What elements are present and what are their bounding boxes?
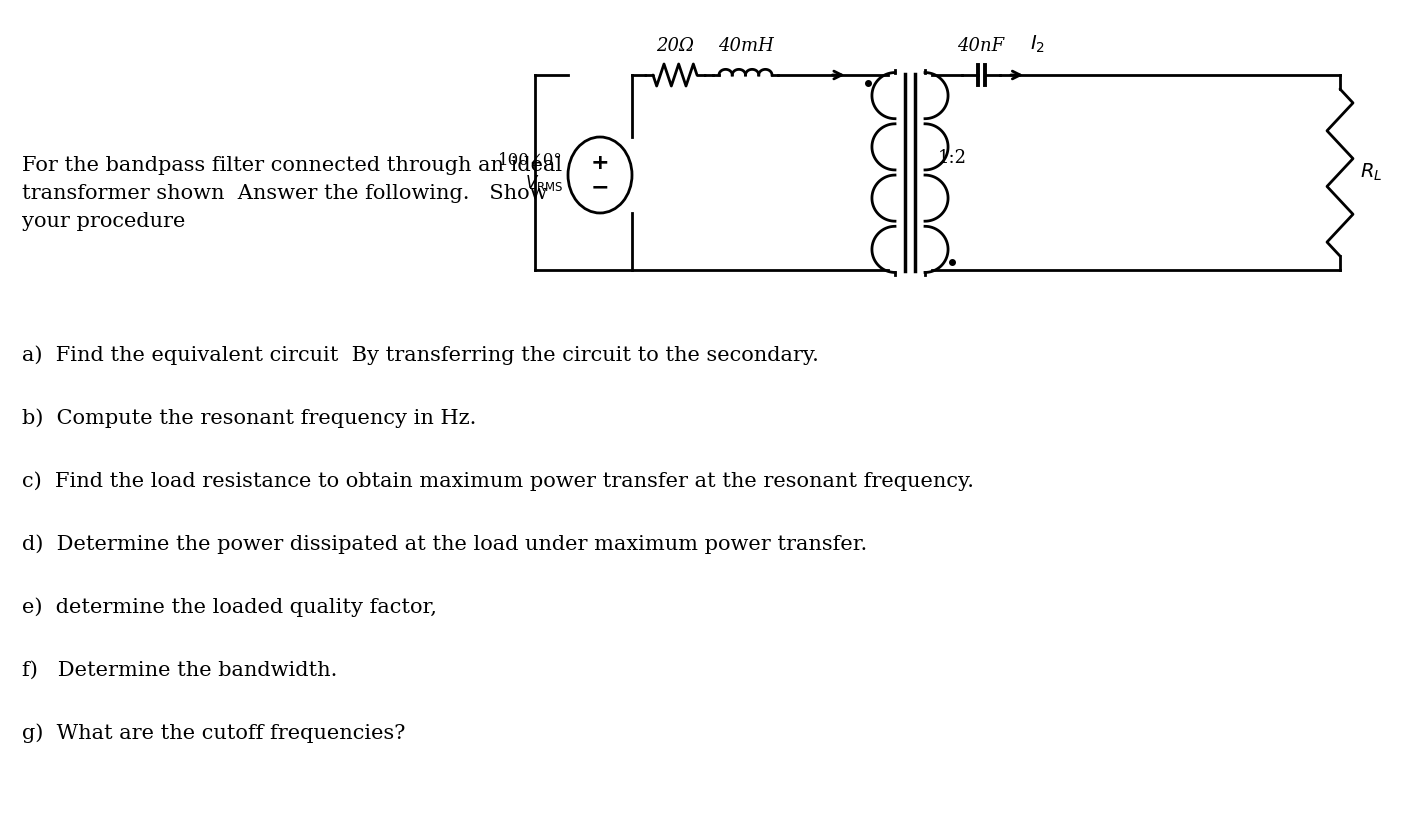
Text: d)  Determine the power dissipated at the load under maximum power transfer.: d) Determine the power dissipated at the…: [23, 534, 867, 554]
Text: $V_{\mathrm{RMS}}$: $V_{\mathrm{RMS}}$: [525, 173, 563, 193]
Text: 40nF: 40nF: [957, 37, 1004, 55]
Text: b)  Compute the resonant frequency in Hz.: b) Compute the resonant frequency in Hz.: [23, 408, 477, 428]
Text: $R_L$: $R_L$: [1360, 162, 1383, 184]
Text: a)  Find the equivalent circuit  By transferring the circuit to the secondary.: a) Find the equivalent circuit By transf…: [23, 345, 819, 365]
Text: c)  Find the load resistance to obtain maximum power transfer at the resonant fr: c) Find the load resistance to obtain ma…: [23, 471, 974, 491]
Text: 20Ω: 20Ω: [656, 37, 694, 55]
Text: 100∠0°: 100∠0°: [498, 151, 563, 169]
Text: 1:2: 1:2: [937, 148, 967, 166]
Text: 40mH: 40mH: [717, 37, 773, 55]
Text: transformer shown  Answer the following.   Show: transformer shown Answer the following. …: [23, 184, 547, 202]
Text: your procedure: your procedure: [23, 212, 185, 230]
Text: −: −: [591, 177, 609, 197]
Text: f)   Determine the bandwidth.: f) Determine the bandwidth.: [23, 661, 338, 680]
Text: g)  What are the cutoff frequencies?: g) What are the cutoff frequencies?: [23, 723, 406, 743]
Text: +: +: [591, 153, 609, 173]
Text: $I_2$: $I_2$: [1031, 34, 1045, 55]
Text: For the bandpass filter connected through an ideal: For the bandpass filter connected throug…: [23, 156, 563, 174]
Text: e)  determine the loaded quality factor,: e) determine the loaded quality factor,: [23, 597, 437, 616]
